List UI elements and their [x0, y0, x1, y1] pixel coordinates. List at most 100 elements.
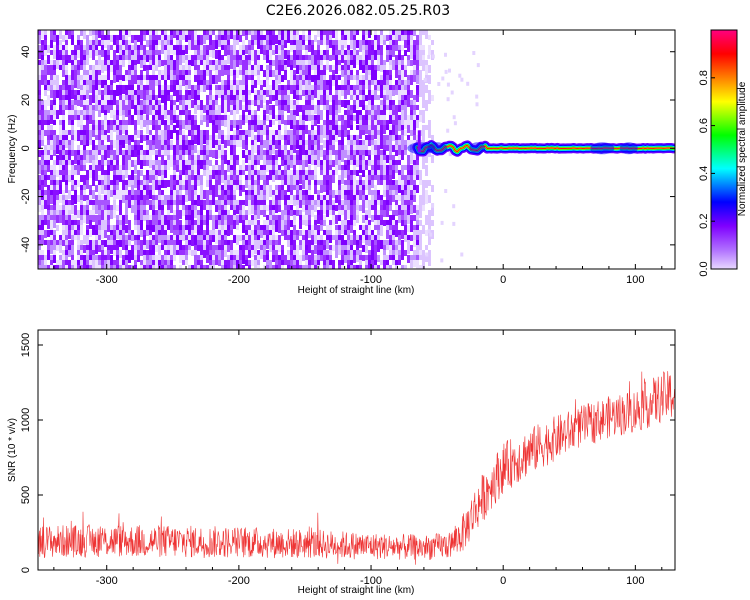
noise-cell [266, 40, 269, 45]
noise-cell [314, 260, 317, 269]
noise-cell [164, 150, 167, 156]
noise-cell [284, 175, 287, 182]
noise-cell [59, 235, 62, 243]
noise-cell [281, 145, 284, 150]
noise-cell [164, 180, 167, 188]
noise-cell [320, 200, 323, 206]
noise-cell [128, 90, 131, 95]
noise-cell [167, 60, 170, 66]
noise-cell [77, 100, 80, 106]
noise-cell [326, 235, 329, 241]
noise-cell [374, 110, 377, 117]
noise-cell [365, 255, 368, 264]
noise-cell [335, 85, 338, 90]
noise-cell [272, 45, 275, 52]
noise-cell [170, 200, 173, 207]
noise-cell [224, 215, 227, 224]
noise-cell [284, 165, 287, 173]
noise-cell [242, 50, 245, 55]
noise-cell [191, 40, 194, 50]
noise-cell [413, 230, 416, 237]
noise-cell [152, 260, 155, 265]
noise-cell [416, 265, 419, 269]
noise-cell [110, 150, 113, 159]
noise-cell [53, 185, 56, 190]
noise-cell [188, 265, 191, 269]
noise-cell [77, 240, 80, 246]
noise-cell [356, 60, 359, 65]
noise-cell [128, 225, 131, 231]
noise-cell [197, 265, 200, 269]
noise-cell [320, 205, 323, 210]
noise-cell [194, 100, 197, 109]
noise-cell [230, 170, 233, 177]
noise-cell [287, 55, 290, 64]
noise-cell [62, 210, 65, 216]
noise-cell [314, 185, 317, 194]
noise-cell [362, 85, 365, 94]
noise-cell [134, 255, 137, 262]
noise-cell [275, 80, 278, 89]
noise-cell [185, 215, 188, 220]
noise-cell [386, 220, 389, 227]
noise-cell [407, 85, 410, 94]
noise-cell [386, 120, 389, 128]
noise-cell [68, 265, 71, 269]
noise-cell [194, 65, 197, 73]
noise-cell [125, 250, 128, 257]
noise-cell [218, 260, 221, 266]
noise-cell [173, 215, 176, 221]
noise-cell [221, 120, 224, 126]
noise-cell [236, 40, 239, 45]
noise-cell [56, 245, 59, 251]
noise-cell [326, 135, 329, 141]
noise-cell [296, 185, 299, 192]
noise-cell [179, 220, 182, 227]
noise-cell [98, 185, 101, 195]
noise-cell [92, 110, 95, 119]
noise-cell [362, 185, 365, 192]
noise-cell [401, 95, 404, 104]
noise-cell [119, 145, 122, 155]
noise-cell [290, 205, 293, 214]
noise-cell [239, 170, 242, 175]
noise-cell [380, 35, 383, 44]
noise-cell [149, 175, 152, 183]
noise-cell [311, 210, 314, 217]
noise-cell [287, 105, 290, 113]
noise-cell [158, 260, 161, 268]
noise-cell [221, 175, 224, 183]
noise-cell [305, 185, 308, 190]
noise-cell [299, 70, 302, 76]
noise-cell [101, 200, 104, 209]
noise-cell [104, 130, 107, 135]
noise-cell [377, 235, 380, 242]
noise-cell [218, 30, 221, 38]
noise-cell [263, 230, 266, 236]
noise-cell [89, 140, 92, 145]
noise-cell [386, 170, 389, 175]
noise-cell [209, 115, 212, 123]
noise-cell [182, 70, 185, 75]
noise-cell [125, 145, 128, 154]
noise-cell [260, 185, 263, 194]
noise-cell [383, 90, 386, 98]
noise-cell [179, 165, 182, 174]
noise-cell [284, 85, 287, 90]
noise-cell [338, 60, 341, 65]
noise-cell [173, 175, 176, 184]
noise-cell [278, 205, 281, 212]
noise-cell [185, 260, 188, 265]
noise-cell [41, 160, 44, 168]
noise-cell [326, 140, 329, 147]
noise-cell [119, 35, 122, 43]
noise-cell [371, 265, 374, 269]
noise-cell [311, 140, 314, 149]
noise-cell [284, 180, 287, 185]
noise-cell [308, 195, 311, 202]
noise-cell [428, 120, 431, 127]
noise-cell [53, 80, 56, 85]
noise-cell [152, 30, 155, 35]
noise-cell [89, 40, 92, 45]
noise-cell [398, 105, 401, 112]
